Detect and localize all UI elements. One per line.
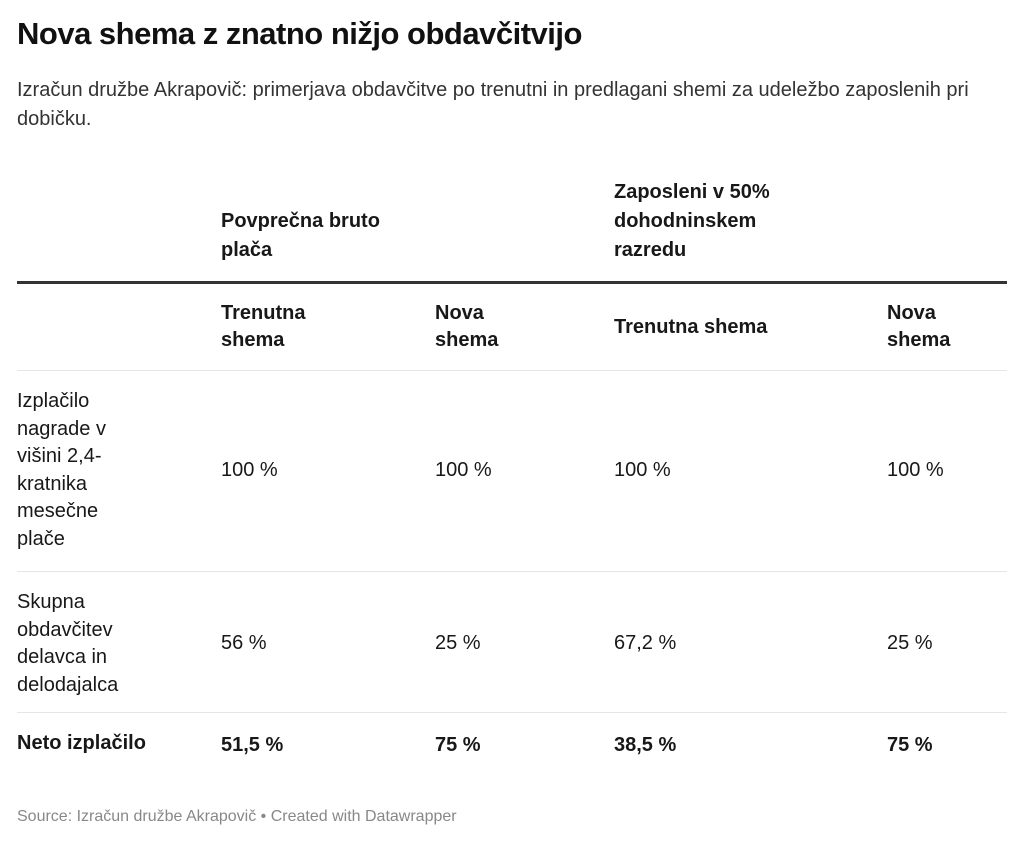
- header-divider: [17, 281, 1007, 284]
- column-header-current-2: Trenutna shema: [614, 316, 768, 338]
- source-footer: Source: Izračun družbe Akrapovič • Creat…: [17, 808, 457, 825]
- table-cell: 51,5 %: [221, 734, 284, 756]
- row-divider: [17, 712, 1007, 713]
- page-subtitle: Izračun družbe Akrapovič: primerjava obd…: [17, 79, 969, 130]
- table-cell: 100 %: [221, 459, 278, 481]
- table-cell: 56 %: [221, 632, 267, 654]
- row-divider: [17, 370, 1007, 371]
- column-header-new-1: Nova shema: [435, 302, 499, 351]
- row-divider: [17, 571, 1007, 572]
- table-cell: 25 %: [887, 632, 933, 654]
- row-label: Izplačilo nagrade v višini 2,4-kratnika …: [17, 390, 106, 550]
- group-header-average-salary: Povprečna bruto plača: [221, 210, 380, 261]
- table-cell: 100 %: [435, 459, 492, 481]
- table-cell: 38,5 %: [614, 734, 677, 756]
- table-cell: 67,2 %: [614, 632, 677, 654]
- table-cell: 75 %: [887, 734, 933, 756]
- row-label: Neto izplačilo: [17, 732, 146, 754]
- column-header-current-1: Trenutna shema: [221, 302, 306, 351]
- page-title: Nova shema z znatno nižjo obdavčitvijo: [17, 16, 582, 51]
- table-cell: 75 %: [435, 734, 481, 756]
- table-cell: 100 %: [614, 459, 671, 481]
- table-cell: 100 %: [887, 459, 944, 481]
- row-label: Skupna obdavčitev delavca in delodajalca: [17, 591, 119, 696]
- column-header-new-2: Nova shema: [887, 302, 951, 351]
- group-header-50-percent-bracket: Zaposleni v 50% dohodninskem razredu: [614, 181, 770, 261]
- table-cell: 25 %: [435, 632, 481, 654]
